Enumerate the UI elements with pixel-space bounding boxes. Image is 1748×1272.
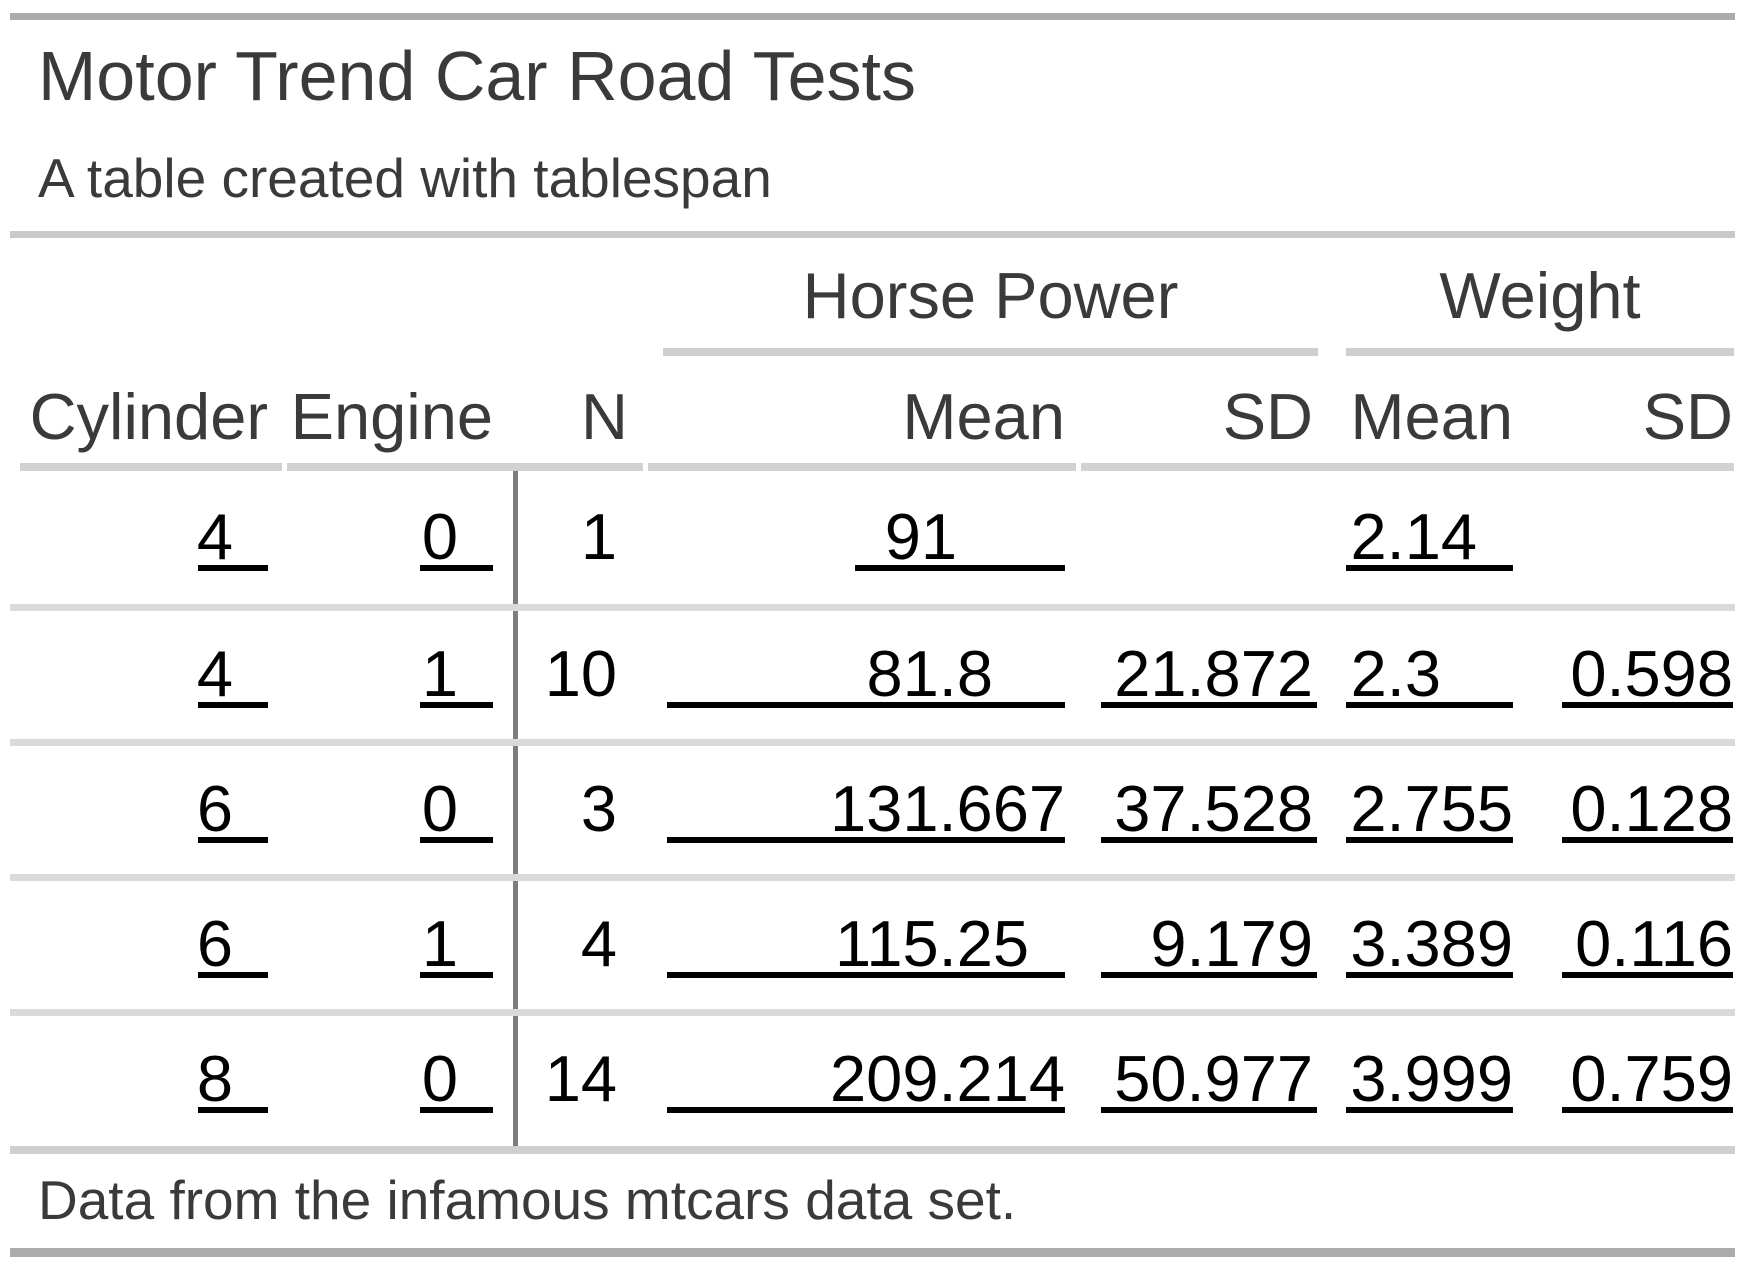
cell-underline: [420, 1107, 493, 1113]
table-row: 8 0 14 209.214 50.977 3.999 0.759: [0, 1012, 1748, 1147]
cell-underline: [1562, 1107, 1733, 1113]
header-underline-segment: [1081, 463, 1734, 471]
cell-underline: [1346, 1107, 1513, 1113]
cell-wt-sd: 0.116: [1575, 907, 1733, 980]
cell-hp-mean: 81.8: [866, 637, 993, 710]
cell-hp-sd: 37.528: [1114, 772, 1313, 845]
spanner-horse-power: Horse Power: [802, 259, 1179, 332]
cell-underline: [420, 565, 493, 571]
table-row: 6 1 4 115.25 9.179 3.389 0.116: [0, 877, 1748, 1012]
cell-cylinder: 4: [196, 500, 233, 573]
cell-underline: [667, 1107, 1065, 1113]
spanner-weight-underline: [1346, 348, 1734, 356]
cell-underline: [667, 702, 1065, 708]
cell-wt-sd: 0.598: [1570, 637, 1733, 710]
subtitle-divider: [10, 231, 1735, 238]
cell-engine: 0: [421, 500, 458, 573]
cell-underline: [1101, 837, 1317, 843]
cell-wt-mean: 2.3: [1350, 637, 1441, 710]
cell-n: 1: [580, 500, 617, 573]
cell-underline: [1101, 972, 1317, 978]
cell-hp-sd: 9.179: [1150, 907, 1313, 980]
cell-underline: [1346, 837, 1513, 843]
cell-hp-mean: 115.25: [835, 907, 1029, 980]
cell-underline: [1346, 565, 1513, 571]
header-underline-segment: [287, 463, 643, 471]
cell-underline: [198, 702, 268, 708]
cell-underline: [1562, 972, 1733, 978]
cell-wt-mean: 2.755: [1350, 772, 1513, 845]
cell-underline: [198, 837, 268, 843]
cell-underline: [1562, 837, 1733, 843]
column-header-cylinder: Cylinder: [29, 380, 268, 453]
cell-underline: [1346, 702, 1513, 708]
cell-underline: [1562, 702, 1733, 708]
cell-wt-mean: 3.389: [1350, 907, 1513, 980]
header-underline-segment: [20, 463, 282, 471]
cell-n: 10: [544, 637, 617, 710]
column-header-engine: Engine: [290, 380, 493, 453]
cell-hp-mean: 91: [884, 500, 957, 573]
cell-underline: [198, 565, 268, 571]
table-row: 6 0 3 131.667 37.528 2.755 0.128: [0, 742, 1748, 877]
table-row: 4 1 10 81.8 21.872 2.3 0.598: [0, 607, 1748, 742]
column-header-hp-mean: Mean: [902, 380, 1065, 453]
row-separator: [10, 1009, 1735, 1016]
cell-wt-sd: 0.128: [1570, 772, 1733, 845]
row-separator: [10, 604, 1735, 611]
cell-underline: [420, 837, 493, 843]
cell-underline: [855, 565, 1065, 571]
cell-cylinder: 6: [196, 772, 233, 845]
row-separator: [10, 739, 1735, 746]
cell-cylinder: 8: [196, 1042, 233, 1115]
cell-n: 14: [544, 1042, 617, 1115]
spanner-horse-power-underline: [663, 348, 1318, 356]
table-row: 4 0 1 91 2.14: [0, 470, 1748, 605]
cell-n: 3: [580, 772, 617, 845]
cell-underline: [1101, 1107, 1317, 1113]
cell-underline: [1346, 972, 1513, 978]
column-header-wt-mean: Mean: [1350, 380, 1513, 453]
cell-underline: [198, 1107, 268, 1113]
cell-underline: [667, 837, 1065, 843]
column-header-n: N: [581, 380, 628, 453]
cell-n: 4: [580, 907, 617, 980]
cell-underline: [420, 972, 493, 978]
cell-engine: 0: [421, 1042, 458, 1115]
cell-hp-sd: 21.872: [1114, 637, 1313, 710]
cell-underline: [667, 972, 1065, 978]
cell-cylinder: 4: [196, 637, 233, 710]
cell-wt-sd: 0.759: [1570, 1042, 1733, 1115]
row-separator: [10, 874, 1735, 881]
cell-underline: [198, 972, 268, 978]
cell-hp-mean: 131.667: [830, 772, 1065, 845]
header-underline-segment: [648, 463, 1076, 471]
cell-wt-mean: 2.14: [1350, 500, 1477, 573]
table-bottom-line: [10, 1146, 1735, 1154]
table-title: Motor Trend Car Road Tests: [38, 37, 916, 115]
cell-engine: 1: [421, 907, 458, 980]
table-footnote: Data from the infamous mtcars data set.: [38, 1169, 1017, 1231]
column-divider-line: [513, 471, 518, 1146]
column-header-hp-sd: SD: [1222, 380, 1313, 453]
cell-engine: 0: [421, 772, 458, 845]
table-subtitle: A table created with tablespan: [38, 147, 772, 209]
cell-wt-mean: 3.999: [1350, 1042, 1513, 1115]
cell-underline: [420, 702, 493, 708]
column-header-wt-sd: SD: [1642, 380, 1733, 453]
cell-underline: [1101, 702, 1317, 708]
cell-hp-sd: 50.977: [1114, 1042, 1313, 1115]
cell-cylinder: 6: [196, 907, 233, 980]
top-bar: [10, 13, 1735, 20]
cell-hp-mean: 209.214: [830, 1042, 1065, 1115]
cell-engine: 1: [421, 637, 458, 710]
spanner-weight: Weight: [1439, 259, 1641, 332]
bottom-bar: [10, 1248, 1735, 1257]
